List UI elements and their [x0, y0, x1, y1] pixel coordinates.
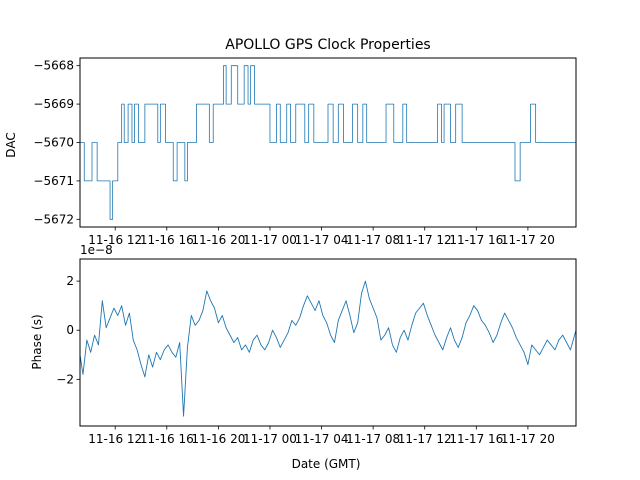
phase-series-line — [79, 280, 577, 417]
dac-plot-frame — [79, 57, 577, 228]
phase-x-tick-label: 11-16 16 — [140, 432, 194, 446]
dac-y-tick-label: −5671 — [33, 174, 74, 188]
phase-x-tick-label: 11-17 12 — [398, 432, 452, 446]
phase-x-tick-label: 11-17 04 — [295, 432, 349, 446]
dac-series-line — [80, 65, 576, 220]
phase-x-tick-label: 11-16 20 — [191, 432, 245, 446]
dac-x-tick-label: 11-17 12 — [398, 233, 452, 247]
phase-x-tick-label: 11-17 16 — [449, 432, 503, 446]
phase-y-axis-label: Phase (s) — [30, 314, 44, 369]
chart-title: APOLLO GPS Clock Properties — [225, 37, 430, 53]
dac-x-tick-label: 11-17 04 — [295, 233, 349, 247]
phase-x-axis-label: Date (GMT) — [292, 457, 361, 471]
dac-x-tick-label: 11-17 16 — [449, 233, 503, 247]
dac-x-tick-label: 11-16 16 — [140, 233, 194, 247]
phase-x-tick-label: 11-17 20 — [501, 432, 555, 446]
phase-y-tick-label: 0 — [66, 323, 74, 337]
dac-x-tick-label: 11-17 20 — [501, 233, 555, 247]
dac-x-tick-label: 11-16 12 — [88, 233, 142, 247]
dac-x-tick-label: 11-17 00 — [243, 233, 297, 247]
phase-panel: 1e−8 Phase (s) Date (GMT) −202 11-16 121… — [30, 243, 577, 471]
phase-y-offset-label: 1e−8 — [80, 243, 113, 257]
dac-panel: APOLLO GPS Clock Properties DAC −5672 −56… — [4, 37, 577, 247]
dac-y-tick-label: −5668 — [33, 59, 74, 73]
phase-x-tick-label: 11-17 00 — [243, 432, 297, 446]
phase-plot-frame — [79, 258, 577, 427]
dac-y-tick-label: −5672 — [33, 212, 74, 226]
phase-x-tick-label: 11-16 12 — [88, 432, 142, 446]
phase-y-tick-label: 2 — [66, 274, 74, 288]
dac-x-tick-label: 11-17 08 — [346, 233, 400, 247]
dac-y-tick-label: −5670 — [33, 136, 74, 150]
dac-x-tick-label: 11-16 20 — [191, 233, 245, 247]
phase-x-tick-label: 11-17 08 — [346, 432, 400, 446]
dac-y-tick-label: −5669 — [33, 97, 74, 111]
phase-y-tick-label: −2 — [56, 372, 74, 386]
dac-y-axis-label: DAC — [4, 132, 18, 157]
